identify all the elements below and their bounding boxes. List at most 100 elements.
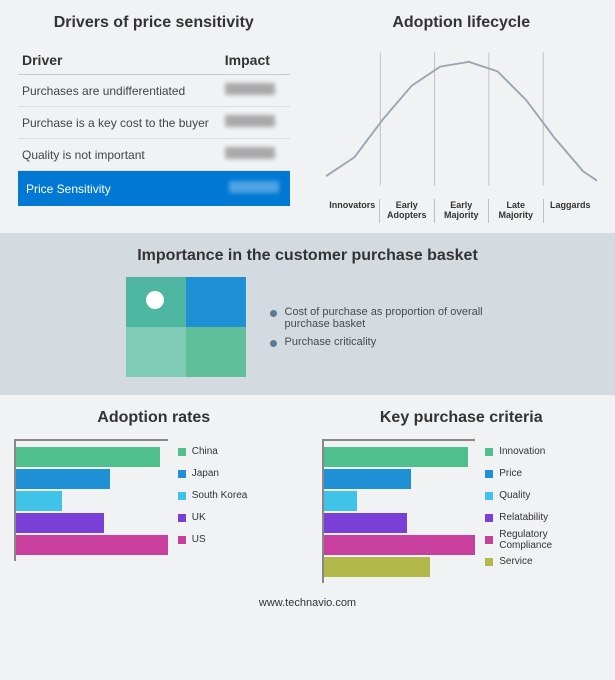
lifecycle-panel: Adoption lifecycle InnovatorsEarly Adopt… [308, 0, 615, 233]
legend-item: Price [485, 463, 601, 485]
legend-label: Innovation [499, 446, 545, 457]
blurred-value [225, 83, 275, 95]
bar [324, 513, 407, 533]
swatch-icon [178, 514, 186, 522]
driver-cell: Purchases are undifferentiated [18, 75, 221, 107]
bar [16, 469, 110, 489]
summary-impact [221, 171, 290, 207]
swatch-icon [485, 448, 493, 456]
criteria-title: Key purchase criteria [322, 409, 602, 427]
legend-label: China [192, 446, 218, 457]
bar-row [16, 491, 168, 511]
legend-label: Service [499, 556, 532, 567]
driver-cell: Quality is not important [18, 139, 221, 171]
lifecycle-title: Adoption lifecycle [326, 14, 598, 32]
bar-row [324, 447, 476, 467]
bar-row [324, 535, 476, 555]
legend-label: South Korea [192, 490, 248, 501]
adoption-title: Adoption rates [14, 409, 294, 427]
quad-br [186, 327, 246, 377]
legend-item: Innovation [485, 441, 601, 463]
criteria-panel: Key purchase criteria Innovation Price Qua… [308, 395, 615, 589]
legend-label: Quality [499, 490, 530, 501]
summary-label: Price Sensitivity [18, 171, 221, 207]
legend-item: Purchase criticality [270, 336, 490, 348]
legend-item: Relatability [485, 507, 601, 529]
basket-panel: Importance in the customer purchase bask… [0, 233, 615, 395]
swatch-icon [485, 536, 493, 544]
col-impact: Impact [221, 44, 290, 75]
lifecycle-chart [326, 44, 598, 194]
legend-item: US [178, 529, 294, 551]
quad-tr [186, 277, 246, 327]
bottom-row: Adoption rates China Japan South Korea UK US… [0, 395, 615, 589]
basket-quadrant [126, 277, 246, 377]
bar [324, 447, 468, 467]
swatch-icon [178, 492, 186, 500]
bar [16, 447, 160, 467]
legend-item: Regulatory Compliance [485, 529, 601, 551]
legend-label: US [192, 534, 206, 545]
adoption-panel: Adoption rates China Japan South Korea UK US [0, 395, 308, 589]
legend-item: Service [485, 551, 601, 573]
swatch-icon [178, 470, 186, 478]
bar [16, 491, 62, 511]
legend-item: South Korea [178, 485, 294, 507]
swatch-icon [485, 492, 493, 500]
bar-row [324, 557, 476, 577]
lifecycle-label: Early Adopters [379, 199, 434, 223]
basket-title: Importance in the customer purchase bask… [18, 247, 597, 265]
impact-cell [221, 139, 290, 171]
legend-text: Purchase criticality [285, 336, 377, 348]
impact-cell [221, 75, 290, 107]
legend-label: UK [192, 512, 206, 523]
adoption-bars [14, 439, 168, 561]
table-row: Purchase is a key cost to the buyer [18, 107, 290, 139]
bar [324, 469, 412, 489]
bar [16, 535, 168, 555]
blurred-value [225, 115, 275, 127]
legend-label: Relatability [499, 512, 548, 523]
blurred-value [229, 181, 279, 193]
driver-cell: Purchase is a key cost to the buyer [18, 107, 221, 139]
legend-item: Quality [485, 485, 601, 507]
bullet-icon [270, 310, 277, 317]
legend-label: Regulatory Compliance [499, 529, 601, 551]
criteria-bars [322, 439, 476, 583]
bar-row [16, 535, 168, 555]
criteria-legend: Innovation Price Quality Relatability Regula… [485, 439, 601, 583]
bar-row [16, 513, 168, 533]
blurred-value [225, 147, 275, 159]
legend-label: Price [499, 468, 522, 479]
bar [16, 513, 104, 533]
legend-text: Cost of purchase as proportion of overal… [285, 306, 490, 330]
adoption-legend: China Japan South Korea UK US [178, 439, 294, 561]
impact-cell [221, 107, 290, 139]
lifecycle-labels: InnovatorsEarly AdoptersEarly MajorityLa… [326, 199, 598, 223]
bar [324, 557, 430, 577]
col-driver: Driver [18, 44, 221, 75]
top-row: Drivers of price sensitivity Driver Impa… [0, 0, 615, 233]
swatch-icon [485, 514, 493, 522]
legend-item: Japan [178, 463, 294, 485]
bar [324, 535, 476, 555]
bar-row [324, 469, 476, 489]
bar [324, 491, 357, 511]
basket-legend: Cost of purchase as proportion of overal… [270, 300, 490, 354]
bar-row [324, 513, 476, 533]
table-row: Purchases are undifferentiated [18, 75, 290, 107]
swatch-icon [485, 558, 493, 566]
swatch-icon [178, 536, 186, 544]
bar-row [324, 491, 476, 511]
legend-label: Japan [192, 468, 219, 479]
lifecycle-label: Late Majority [488, 199, 543, 223]
bar-row [16, 469, 168, 489]
swatch-icon [485, 470, 493, 478]
summary-row: Price Sensitivity [18, 171, 290, 207]
lifecycle-label: Laggards [543, 199, 598, 223]
legend-item: China [178, 441, 294, 463]
bar-row [16, 447, 168, 467]
legend-item: Cost of purchase as proportion of overal… [270, 306, 490, 330]
swatch-icon [178, 448, 186, 456]
quad-bl [126, 327, 186, 377]
